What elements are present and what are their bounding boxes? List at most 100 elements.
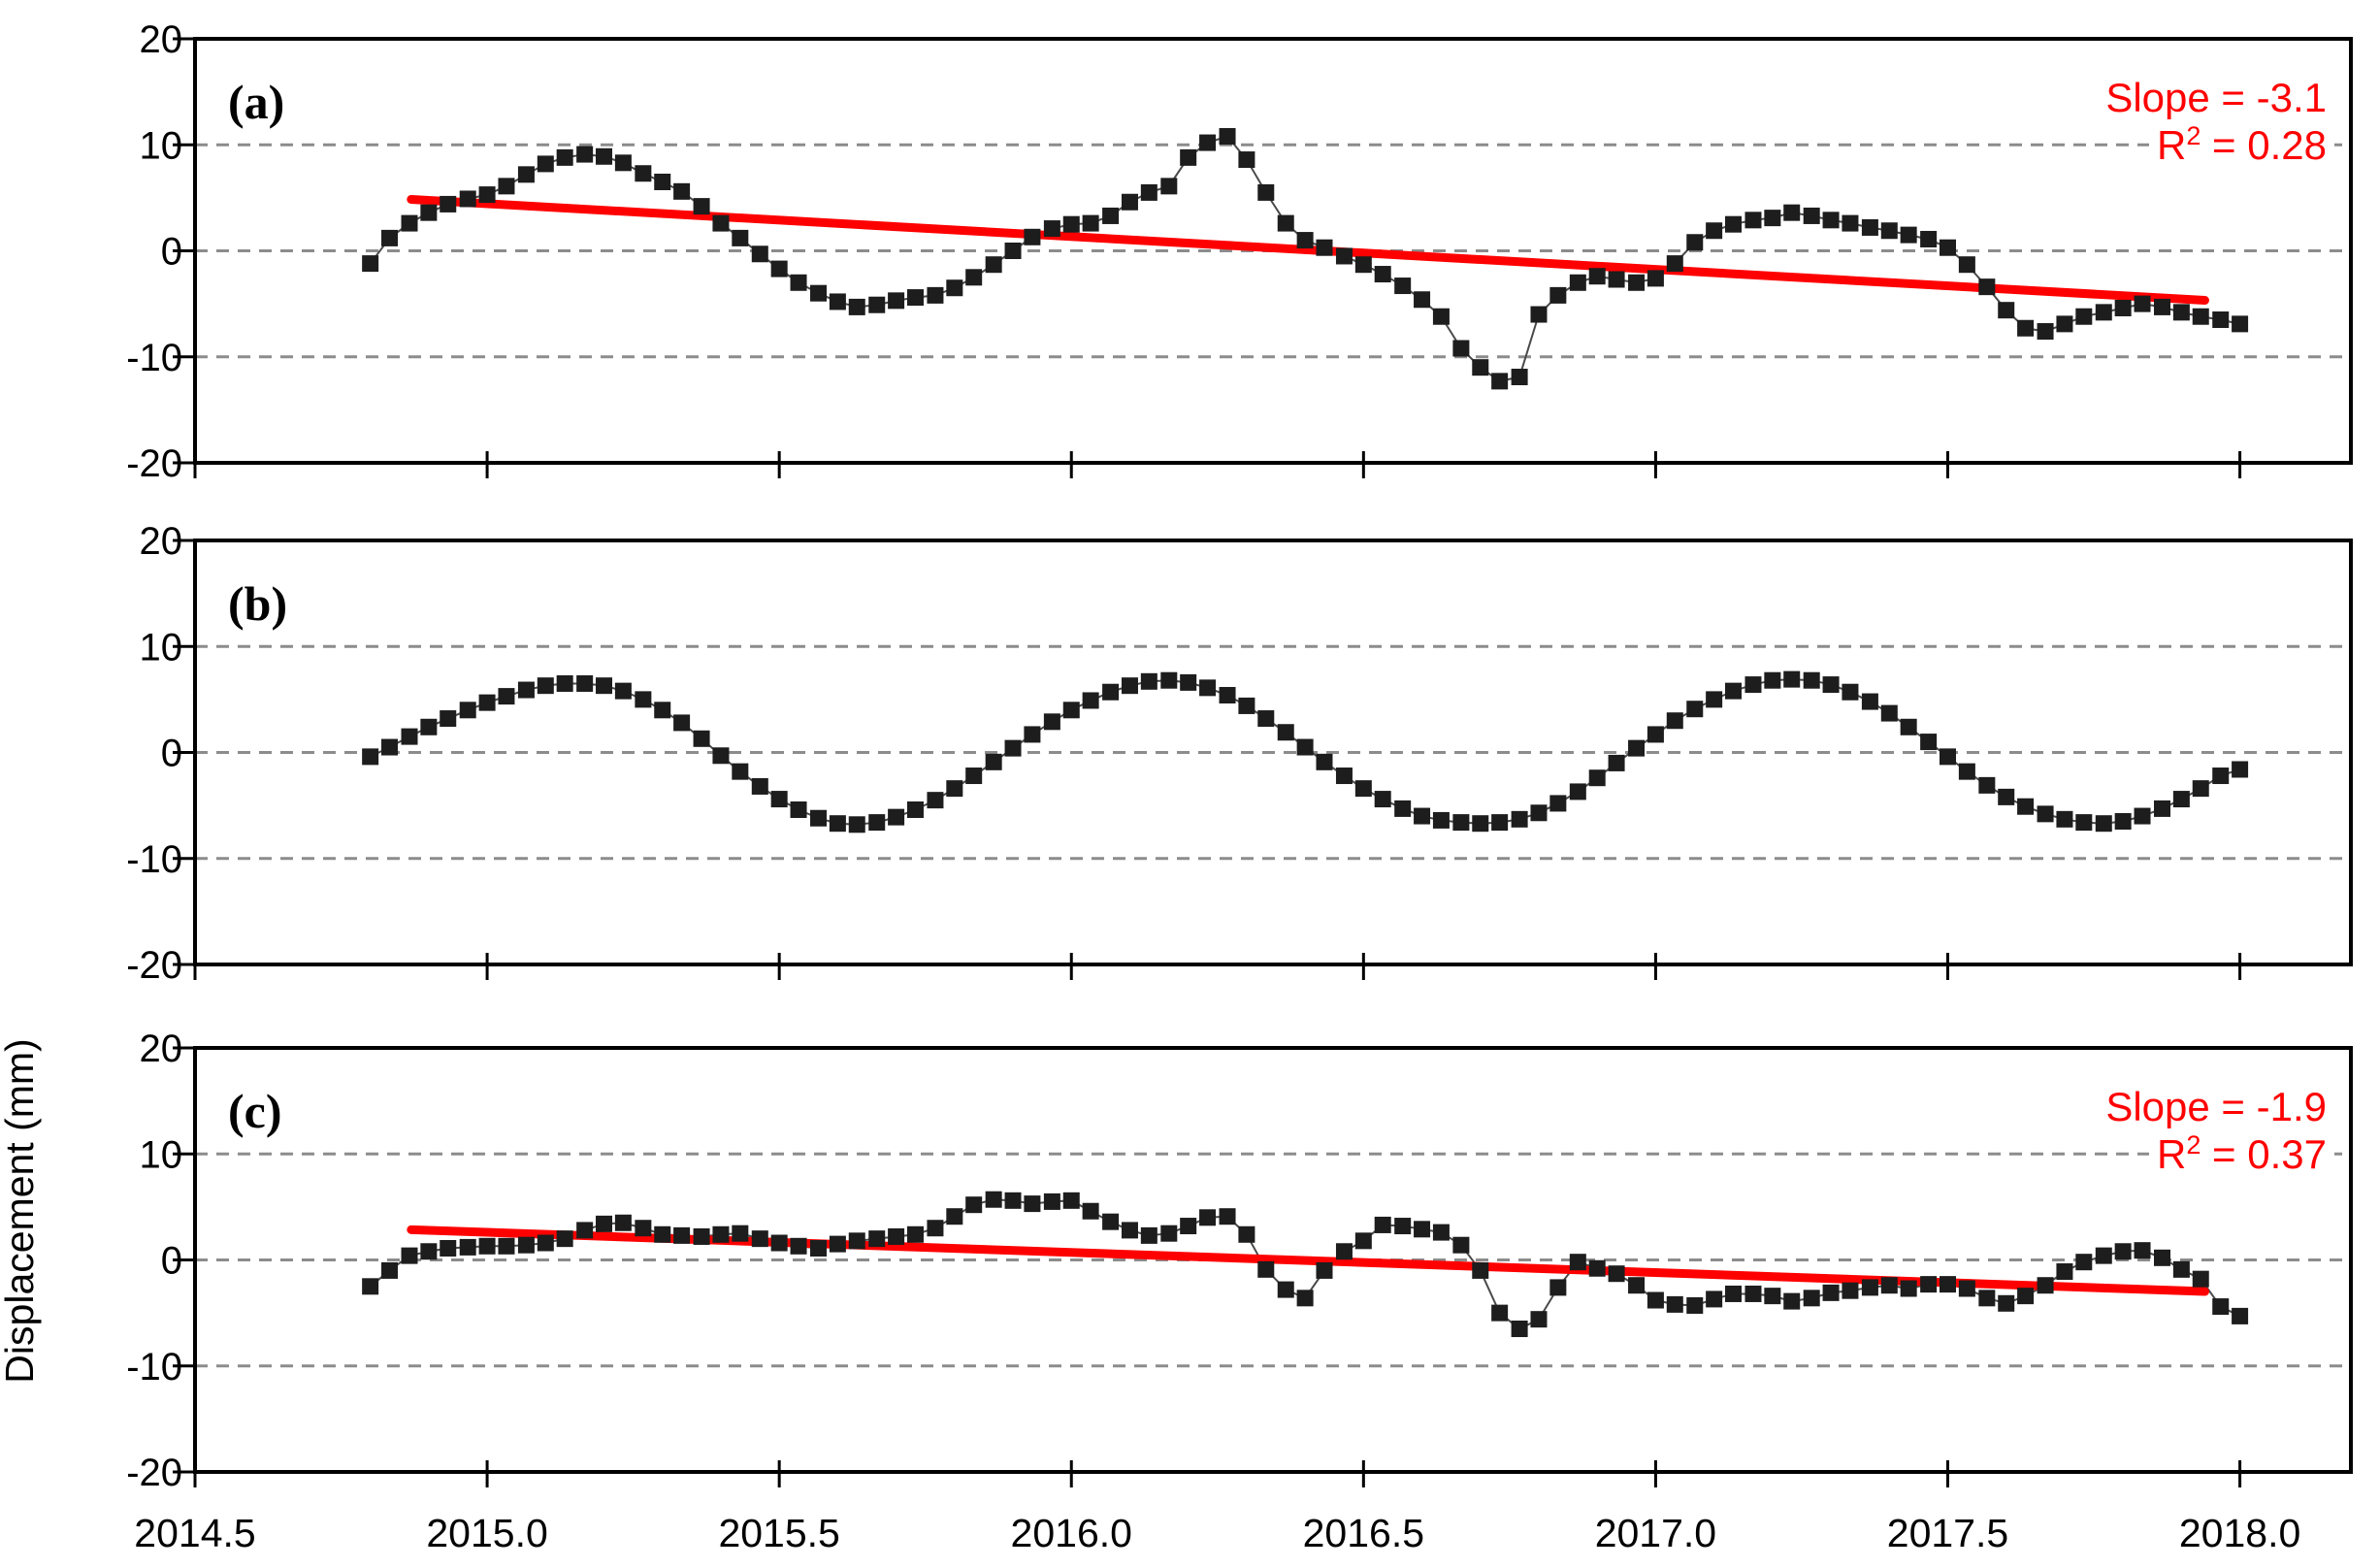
data-point-b <box>1199 679 1217 697</box>
data-point-b <box>2056 810 2073 828</box>
data-point-a <box>1472 359 1489 376</box>
data-point-b <box>1472 815 1489 833</box>
data-point-c <box>1803 1290 1820 1307</box>
data-point-a <box>576 146 594 163</box>
data-point-a <box>1530 306 1548 323</box>
data-point-b <box>2232 761 2249 778</box>
data-point-a <box>888 292 905 310</box>
data-point-a <box>848 298 865 315</box>
data-point-a <box>1277 214 1294 232</box>
r2-annotation-c: R2 = 0.37 <box>2157 1130 2327 1177</box>
data-point-b <box>1958 763 1975 780</box>
data-point-a <box>362 255 379 273</box>
data-point-b <box>635 691 652 708</box>
data-point-b <box>1822 676 1840 694</box>
data-point-b <box>459 702 476 719</box>
data-point-b <box>498 688 515 705</box>
data-point-b <box>1511 810 1528 828</box>
data-point-a <box>965 269 983 286</box>
data-point-b <box>2212 768 2230 785</box>
data-point-a <box>770 260 788 278</box>
data-point-b <box>1062 702 1080 719</box>
data-point-a <box>946 279 963 297</box>
data-point-a <box>2095 304 2112 321</box>
data-point-a <box>2017 319 2035 337</box>
data-point-b <box>1374 791 1391 808</box>
data-point-b <box>946 780 963 798</box>
x-tick-label: 2014.5 <box>134 1511 255 1555</box>
data-point-c <box>2232 1307 2249 1324</box>
y-tick-label-c: -20 <box>126 1452 182 1494</box>
data-point-b <box>1004 739 1022 757</box>
data-point-c <box>1472 1261 1489 1279</box>
data-point-b <box>810 809 828 827</box>
data-point-b <box>1043 713 1060 731</box>
data-point-c <box>2134 1242 2151 1259</box>
data-point-b <box>790 800 807 818</box>
data-point-a <box>381 229 399 246</box>
data-point-c <box>1121 1222 1138 1239</box>
data-point-a <box>1646 270 1664 287</box>
y-tick-label-b: 10 <box>140 626 183 669</box>
data-point-a <box>401 214 418 232</box>
data-point-b <box>2017 798 2035 815</box>
slope-annotation-a: Slope = -3.1 <box>2105 75 2327 120</box>
data-point-a <box>2056 315 2073 333</box>
data-point-a <box>1861 218 1878 236</box>
data-point-b <box>1102 683 1120 701</box>
y-tick-label-a: 10 <box>140 124 183 167</box>
data-point-c <box>1940 1276 1957 1293</box>
data-point-b <box>927 792 944 809</box>
data-point-a <box>1608 271 1625 288</box>
data-point-a <box>1316 239 1333 256</box>
data-point-b <box>2114 813 2132 831</box>
data-point-c <box>478 1237 496 1255</box>
data-point-a <box>732 229 749 246</box>
data-point-a <box>537 155 554 173</box>
data-point-b <box>732 763 749 780</box>
panel-label-a: (a) <box>228 75 284 129</box>
data-point-c <box>2037 1277 2054 1294</box>
data-point-c <box>1861 1279 1878 1296</box>
data-point-c <box>537 1234 554 1252</box>
data-point-b <box>362 748 379 766</box>
data-point-b <box>2192 780 2209 798</box>
data-point-c <box>1102 1213 1120 1230</box>
data-point-b <box>576 674 594 692</box>
data-point-a <box>1394 278 1412 295</box>
data-point-c <box>420 1243 438 1260</box>
data-point-b <box>614 682 632 700</box>
data-point-b <box>1296 738 1314 756</box>
data-point-b <box>1744 676 1762 694</box>
data-point-c <box>2172 1260 2190 1278</box>
data-point-a <box>1822 212 1840 229</box>
data-point-b <box>868 814 886 832</box>
data-point-a <box>2232 315 2249 333</box>
data-point-a <box>1257 183 1275 201</box>
data-point-a <box>1199 134 1217 151</box>
data-point-c <box>1257 1260 1275 1278</box>
data-point-c <box>362 1278 379 1295</box>
data-point-c <box>1569 1254 1586 1271</box>
data-point-b <box>654 702 671 719</box>
data-point-c <box>2075 1254 2093 1271</box>
data-point-b <box>440 710 457 728</box>
data-point-c <box>2153 1249 2170 1266</box>
data-point-b <box>770 791 788 808</box>
data-point-c <box>770 1234 788 1252</box>
data-point-c <box>401 1247 418 1264</box>
data-point-a <box>1140 183 1157 201</box>
data-point-c <box>614 1214 632 1231</box>
data-point-c <box>1998 1294 2015 1312</box>
data-point-b <box>1354 780 1372 798</box>
data-point-c <box>1706 1290 1723 1308</box>
data-point-c <box>1920 1276 1938 1293</box>
data-point-c <box>1608 1265 1625 1283</box>
data-point-a <box>810 284 828 302</box>
y-tick-label-a: -10 <box>126 337 182 379</box>
data-point-b <box>1082 692 1099 709</box>
data-point-a <box>498 178 515 195</box>
data-point-c <box>888 1227 905 1245</box>
data-point-a <box>1744 212 1762 229</box>
